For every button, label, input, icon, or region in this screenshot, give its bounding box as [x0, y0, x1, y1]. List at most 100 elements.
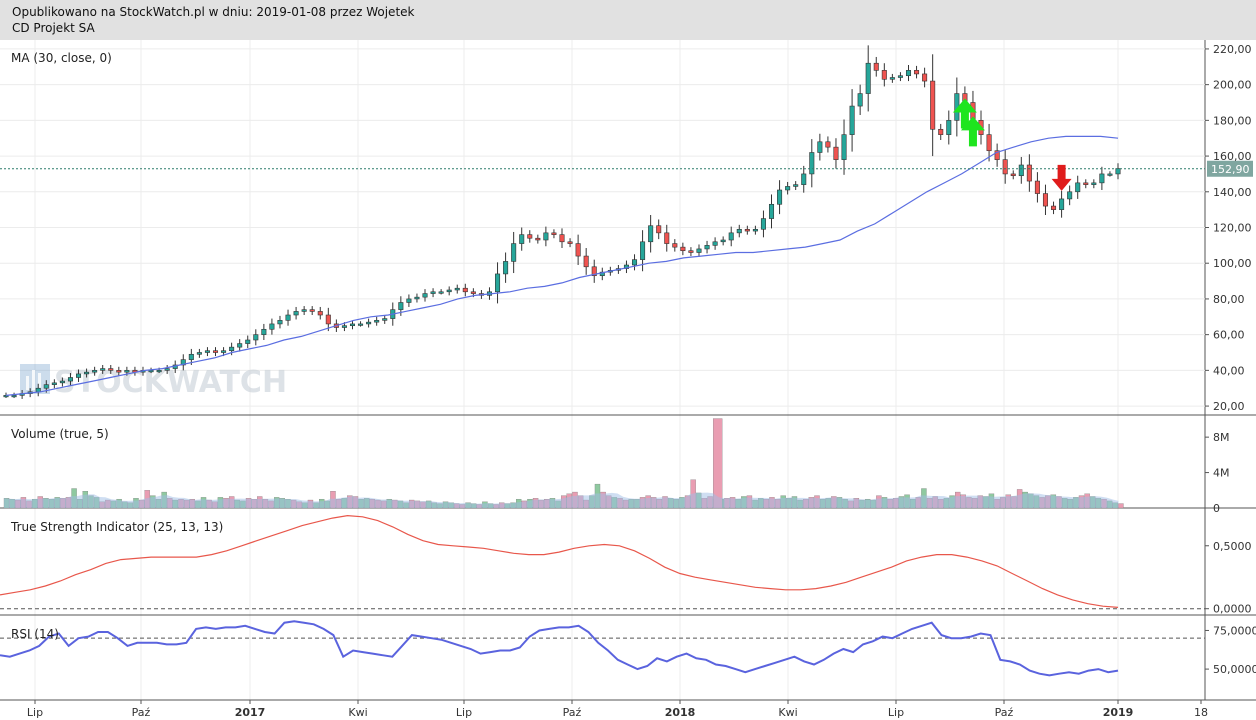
candle-body: [293, 311, 299, 316]
y-tick-label: 0: [1213, 502, 1220, 515]
candle-body: [922, 73, 928, 82]
candle-body: [406, 298, 412, 303]
price-panel-title: MA (30, close, 0): [11, 51, 112, 65]
candle-body: [438, 291, 444, 294]
y-tick-label: 4M: [1213, 467, 1230, 480]
candle-body: [164, 368, 170, 371]
candle-body: [1002, 159, 1008, 175]
candle-body: [946, 120, 952, 135]
candle-body: [261, 328, 267, 335]
candle-body: [245, 339, 251, 344]
candle-body: [664, 232, 670, 244]
volume-average-area: [4, 492, 1119, 508]
candle-body: [1083, 182, 1089, 185]
candle-body: [212, 350, 219, 353]
chart-header: Opublikowano na StockWatch.pl w dniu: 20…: [0, 0, 1256, 40]
candle-body: [583, 255, 589, 268]
candle-body: [253, 334, 259, 341]
candle-body: [873, 62, 879, 71]
candle-body: [35, 387, 41, 393]
y-tick-label: 140,00: [1213, 186, 1252, 199]
candle-body: [543, 232, 549, 241]
candle-body: [648, 225, 654, 243]
candle-body: [1034, 180, 1040, 194]
y-tick-label: 220,00: [1213, 43, 1252, 56]
candle-body: [905, 70, 912, 77]
last-price-badge: [1207, 160, 1253, 177]
candle-body: [1099, 173, 1105, 184]
candle-body: [889, 77, 895, 80]
candle-body: [470, 291, 476, 294]
y-tick-label: 75,0000: [1213, 624, 1256, 637]
tsi-panel: [0, 514, 1205, 610]
candle-body: [1075, 182, 1081, 193]
candle-body: [11, 395, 17, 398]
candle-body: [188, 353, 194, 360]
x-tick-label: 2019: [1103, 706, 1134, 719]
candle-body: [825, 141, 831, 148]
x-tick-label: 2017: [235, 706, 266, 719]
candle-body: [640, 241, 646, 260]
buy-signal-arrow: [960, 116, 985, 147]
x-tick-label: Paź: [132, 706, 151, 719]
candle-body: [696, 248, 702, 253]
candle-body: [897, 75, 903, 78]
candle-body: [760, 218, 766, 230]
candle-body: [680, 246, 686, 252]
candle-body: [752, 228, 758, 232]
candle-body: [704, 245, 710, 250]
candle-body: [986, 134, 992, 152]
y-axis: 20,00 40,00 60,00 80,00 100,00 120,00 140,00 16…: [1205, 43, 1256, 676]
candle-body: [92, 370, 98, 373]
candle-body: [148, 370, 154, 373]
candle-body: [221, 350, 227, 353]
candle-body: [156, 370, 162, 373]
ma-line: [5, 135, 1119, 396]
candle-body: [519, 234, 525, 244]
candle-body: [454, 287, 460, 291]
stock-chart[interactable]: STOCKWATCH 152,90 20,0040,0060,0080,0010…: [0, 40, 1256, 720]
candle-body: [237, 343, 243, 348]
candle-body: [76, 373, 82, 378]
x-axis: Lip Paź 2017 Kwi Lip Paź 2018 Kwi Lip Paź 2019 18: [27, 700, 1208, 719]
candle-body: [672, 243, 678, 248]
candle-body: [229, 346, 235, 352]
y-tick-label: 8M: [1213, 431, 1230, 444]
candle-body: [591, 266, 597, 277]
y-tick-label: 100,00: [1213, 257, 1252, 270]
x-tick-label: Lip: [888, 706, 904, 719]
candle-body: [511, 243, 517, 262]
candle-body: [527, 234, 533, 239]
candle-body: [736, 228, 742, 234]
y-tick-label: 200,00: [1213, 79, 1252, 92]
candle-body: [801, 173, 807, 185]
candle-body: [712, 241, 718, 246]
candle-body: [1042, 193, 1048, 207]
candle-body: [204, 350, 210, 353]
candle-body: [430, 291, 436, 294]
x-tick-label: 2018: [665, 706, 696, 719]
candle-body: [100, 368, 106, 371]
y-tick-label: 120,00: [1213, 222, 1252, 235]
rsi-line: [0, 620, 1119, 677]
y-tick-label: 60,00: [1213, 329, 1245, 342]
candle-body: [1107, 173, 1113, 176]
candle-body: [325, 314, 331, 325]
candle-body: [535, 237, 541, 241]
candle-body: [398, 302, 404, 310]
candle-body: [414, 296, 420, 300]
x-tick-label: Paź: [563, 706, 582, 719]
x-tick-label: Kwi: [348, 706, 367, 719]
candle-body: [285, 314, 291, 321]
candle-body: [196, 352, 202, 355]
rsi-panel-title: RSI (14): [11, 627, 59, 641]
candle-body: [599, 271, 605, 277]
candle-body: [728, 232, 734, 241]
candle-body: [817, 141, 823, 153]
publication-info: Opublikowano na StockWatch.pl w dniu: 20…: [12, 5, 415, 19]
candle-body: [116, 370, 122, 373]
candle-body: [768, 203, 775, 219]
candle-body: [1059, 198, 1065, 210]
candle-body: [43, 384, 49, 389]
tsi-panel-title: True Strength Indicator (25, 13, 13): [10, 520, 223, 534]
